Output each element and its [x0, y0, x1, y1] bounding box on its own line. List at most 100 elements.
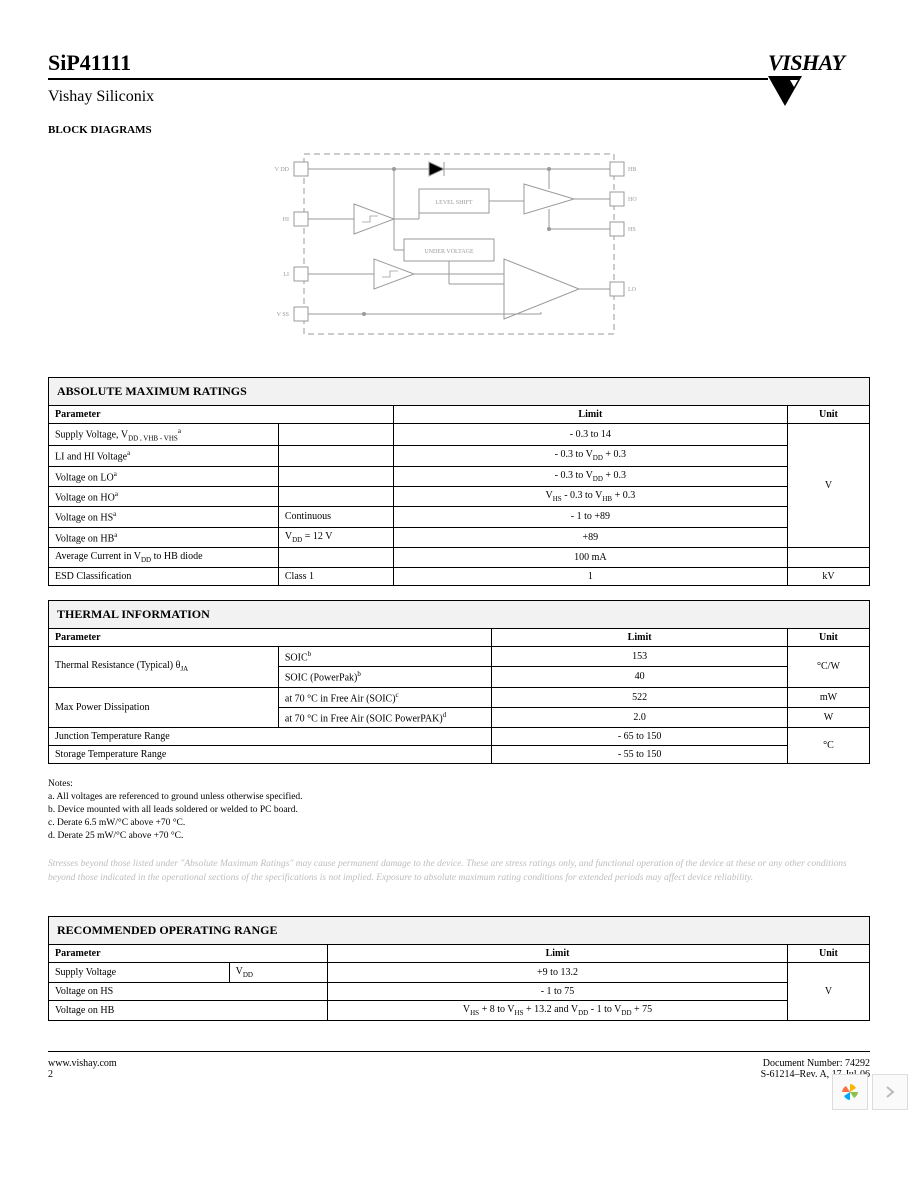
cell-param: Junction Temperature Range — [49, 728, 492, 746]
cell-limit: - 0.3 to VDD + 0.3 — [393, 466, 787, 486]
col-limit: Limit — [393, 406, 787, 424]
col-unit: Unit — [787, 406, 869, 424]
viewer-next-button[interactable] — [872, 1074, 908, 1110]
svg-text:LI: LI — [283, 272, 289, 278]
cell-cond: Continuous — [278, 507, 393, 527]
svg-text:V SS: V SS — [277, 312, 289, 318]
block-diagrams-title: BLOCK DIAGRAMS — [48, 124, 870, 136]
table-row: Voltage on HBVHS + 8 to VHS + 13.2 and V… — [49, 1000, 870, 1020]
cell-limit: VHS - 0.3 to VHB + 0.3 — [393, 486, 787, 506]
table-row: Supply Voltage, VDD , VHB - VHSa - 0.3 to… — [49, 424, 870, 446]
table-title: ABSOLUTE MAXIMUM RATINGS — [49, 378, 870, 406]
svg-text:V DD: V DD — [275, 167, 290, 173]
col-parameter: Parameter — [49, 406, 394, 424]
cell-limit: 522 — [492, 687, 788, 707]
stress-disclaimer: Stresses beyond those listed under "Abso… — [48, 858, 870, 886]
col-limit: Limit — [492, 628, 788, 646]
cell-param: Thermal Resistance (Typical) θJA — [49, 646, 279, 687]
cell-cond: at 70 °C in Free Air (SOIC)c — [278, 687, 491, 707]
notes-heading: Notes: — [48, 778, 870, 791]
viewer-nav — [832, 1074, 908, 1110]
table-row: Voltage on HSaContinuous- 1 to +89 — [49, 507, 870, 527]
cell-limit: - 55 to 150 — [492, 746, 788, 764]
cell-cond: at 70 °C in Free Air (SOIC PowerPAK)d — [278, 707, 491, 727]
table-row: Storage Temperature Range- 55 to 150 — [49, 746, 870, 764]
table-row: Max Power Dissipationat 70 °C in Free Ai… — [49, 687, 870, 707]
footer-url: www.vishay.com — [48, 1058, 117, 1069]
absolute-maximum-ratings-table: ABSOLUTE MAXIMUM RATINGSParameterLimitUn… — [48, 377, 870, 586]
table-title: RECOMMENDED OPERATING RANGE — [49, 916, 870, 944]
cell-cond — [278, 424, 393, 446]
cell-unit: V — [787, 962, 869, 1020]
cell-unit: W — [787, 707, 869, 727]
svg-text:HI: HI — [283, 217, 289, 223]
cell-unit: V — [787, 424, 869, 548]
svg-text:LO: LO — [628, 287, 637, 293]
table-row: Supply VoltageVDD+9 to 13.2V — [49, 962, 870, 982]
vishay-triangle-icon — [768, 76, 802, 106]
cell-limit: - 0.3 to 14 — [393, 424, 787, 446]
cell-limit: - 0.3 to VDD + 0.3 — [393, 446, 787, 466]
cell-cond: Class 1 — [278, 567, 393, 585]
col-unit: Unit — [787, 628, 869, 646]
cell-param: Voltage on HBa — [49, 527, 279, 547]
cell-limit: VHS + 8 to VHS + 13.2 and VDD - 1 to VDD… — [328, 1000, 788, 1020]
note-item: c. Derate 6.5 mW/°C above +70 °C. — [48, 817, 870, 830]
cell-cond: VDD = 12 V — [278, 527, 393, 547]
table-row: Voltage on LOa - 0.3 to VDD + 0.3 — [49, 466, 870, 486]
cell-cond: SOICb — [278, 646, 491, 666]
cell-param: LI and HI Voltagea — [49, 446, 279, 466]
table-row: Average Current in VDD to HB diode100 mA — [49, 547, 870, 567]
cell-limit: - 65 to 150 — [492, 728, 788, 746]
note-item: d. Derate 25 mW/°C above +70 °C. — [48, 830, 870, 843]
table-row: ESD ClassificationClass 11kV — [49, 567, 870, 585]
note-item: b. Device mounted with all leads soldere… — [48, 804, 870, 817]
chevron-right-icon — [885, 1085, 895, 1099]
cell-limit: 1 — [393, 567, 787, 585]
note-item: a. All voltages are referenced to ground… — [48, 791, 870, 804]
pinwheel-icon — [840, 1082, 860, 1102]
cell-param: Supply Voltage, VDD , VHB - VHSa — [49, 424, 279, 446]
thermal-information-table: THERMAL INFORMATIONParameterLimitUnitThe… — [48, 600, 870, 764]
table-row: Voltage on HBaVDD = 12 V+89 — [49, 527, 870, 547]
table-row: Voltage on HS- 1 to 75 — [49, 982, 870, 1000]
cell-param: Average Current in VDD to HB diode — [49, 547, 279, 567]
cell-limit: +89 — [393, 527, 787, 547]
cell-limit: - 1 to +89 — [393, 507, 787, 527]
cell-limit: - 1 to 75 — [328, 982, 788, 1000]
cell-cond — [278, 486, 393, 506]
col-parameter: Parameter — [49, 944, 328, 962]
vishay-logo: VISHAY — [768, 50, 870, 106]
part-number: SiP41111 — [48, 50, 768, 80]
table-row: Voltage on HOaVHS - 0.3 to VHB + 0.3 — [49, 486, 870, 506]
col-parameter: Parameter — [49, 628, 492, 646]
cell-param: Storage Temperature Range — [49, 746, 492, 764]
cell-param: Voltage on HB — [49, 1000, 328, 1020]
cell-limit: 153 — [492, 646, 788, 666]
footer-page: 2 — [48, 1069, 117, 1080]
cell-unit — [787, 547, 869, 567]
svg-text:LEVEL SHIFT: LEVEL SHIFT — [436, 200, 473, 206]
cell-param: Supply Voltage — [49, 962, 230, 982]
cell-unit: °C/W — [787, 646, 869, 687]
cell-cond — [278, 547, 393, 567]
svg-text:UNDER VOLTAGE: UNDER VOLTAGE — [424, 249, 474, 255]
page-footer: www.vishay.com 2 Document Number: 74292 … — [48, 1051, 870, 1080]
table-row: Thermal Resistance (Typical) θJASOICb153… — [49, 646, 870, 666]
col-limit: Limit — [328, 944, 788, 962]
svg-text:HS: HS — [628, 227, 636, 233]
table-row: Junction Temperature Range- 65 to 150°C — [49, 728, 870, 746]
col-unit: Unit — [787, 944, 869, 962]
notes-block: Notes: a. All voltages are referenced to… — [48, 778, 870, 842]
svg-text:HO: HO — [628, 197, 637, 203]
cell-cond — [278, 446, 393, 466]
cell-param: Voltage on LOa — [49, 466, 279, 486]
viewer-logo-button[interactable] — [832, 1074, 868, 1110]
company-subhead: Vishay Siliconix — [48, 88, 768, 106]
cell-unit: kV — [787, 567, 869, 585]
cell-param: Voltage on HS — [49, 982, 328, 1000]
table-title: THERMAL INFORMATION — [49, 600, 870, 628]
recommended-operating-range-table: RECOMMENDED OPERATING RANGEParameterLimi… — [48, 916, 870, 1021]
cell-cond: VDD — [229, 962, 328, 982]
cell-param: Max Power Dissipation — [49, 687, 279, 728]
